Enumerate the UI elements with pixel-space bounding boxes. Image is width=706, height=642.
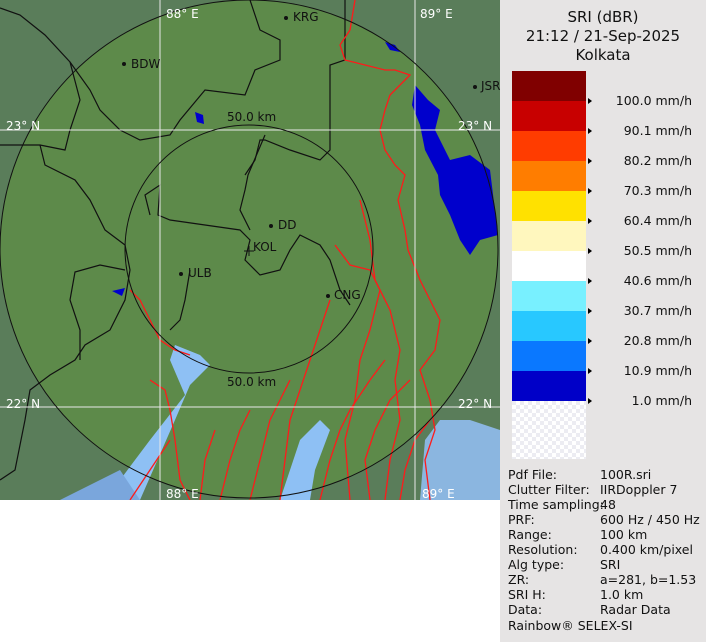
info-value: SRI [600,557,621,572]
lon-88-top-label: 88° E [166,7,199,21]
ring-label-top: 50.0 km [227,110,276,124]
info-value: 0.400 km/pixel [600,542,693,557]
legend-swatch [512,131,586,161]
legend-swatch [512,371,586,401]
info-key: PRF: [508,512,535,527]
city-jsr: JSR [480,79,500,93]
info-value: 100 km [600,527,648,542]
legend-swatch [512,71,586,101]
legend-swatch [512,191,586,221]
legend-label: 80.2 mm/h [623,153,692,168]
info-key: ZR: [508,572,530,587]
info-value: IIRDoppler 7 [600,482,678,497]
legend-swatch [512,251,586,281]
legend-swatch [512,101,586,131]
radar-map[interactable]: 88° E 89° E 88° E 89° E 23° N 23° N 22° … [0,0,500,500]
legend-tick-icon [588,398,592,404]
legend-label: 10.9 mm/h [623,363,692,378]
legend-label: 30.7 mm/h [623,303,692,318]
legend-tick-icon [588,338,592,344]
info-value: Radar Data [600,602,671,617]
legend-swatch [512,221,586,251]
city-bdw: BDW [131,57,160,71]
lat-lon-grid [0,0,500,500]
info-value: 100R.sri [600,467,652,482]
river-mouth [280,420,330,500]
info-value: 1.0 km [600,587,644,602]
legend-swatch [512,341,586,371]
legend-tick-icon [588,128,592,134]
legend-tick-icon [588,218,592,224]
info-key: Pdf File: [508,467,557,482]
rivers-coastline [129,0,441,500]
info-key: Clutter Filter: [508,482,590,497]
city-dd: DD [278,218,296,232]
lon-89-top-label: 89° E [420,7,453,21]
city-cng: CNG [334,288,361,302]
station-name: Kolkata [575,46,631,64]
range-ring-50km [124,124,374,374]
datetime: 21:12 / 21-Sep-2025 [525,27,681,45]
sea-east [420,420,500,500]
legend-label: 40.6 mm/h [623,273,692,288]
info-key: SRI H: [508,587,546,602]
lat-23-left-label: 23° N [6,119,40,133]
lat-22-right-label: 22° N [458,397,492,411]
legend-swatch [512,311,586,341]
info-value: a=281, b=1.53 [600,572,697,587]
info-key: Data: [508,602,543,617]
legend-tick-icon [588,98,592,104]
info-value: 48 [600,497,616,512]
footer-credit: Rainbow® SELEX-SI [508,618,633,633]
ring-label-bottom: 50.0 km [227,375,276,389]
lat-23-right-label: 23° N [458,119,492,133]
info-key: Range: [508,527,552,542]
legend-label: 60.4 mm/h [623,213,692,228]
legend-label: 50.5 mm/h [623,243,692,258]
legend-panel: SRI (dBR) 21:12 / 21-Sep-2025 Kolkata 10… [500,0,706,642]
legend-swatch [512,161,586,191]
info-key: Alg type: [508,557,565,572]
info-value: 600 Hz / 450 Hz [600,512,700,527]
legend-tick-icon [588,368,592,374]
product-title: SRI (dBR) [567,8,639,26]
city-krg: KRG [293,10,319,24]
range-ring-100km [0,0,499,499]
legend-swatch [512,281,586,311]
lon-88-bottom-label: 88° E [166,487,199,500]
sea-west [60,470,140,500]
legend-tick-icon [588,188,592,194]
city-kol: KOL [253,240,277,254]
legend-label: 1.0 mm/h [631,393,692,408]
legend-label: 90.1 mm/h [623,123,692,138]
legend-tick-icon [588,158,592,164]
legend-tick-icon [588,308,592,314]
lon-89-bottom-label: 89° E [422,487,455,500]
legend-tick-icon [588,278,592,284]
legend-label: 100.0 mm/h [615,93,692,108]
no-data-swatch [512,401,586,459]
legend-label: 70.3 mm/h [623,183,692,198]
district-borders [0,0,351,481]
legend-label: 20.8 mm/h [623,333,692,348]
rain-echoes [112,42,498,296]
info-key: Resolution: [508,542,578,557]
info-key: Time sampling: [508,497,604,512]
lat-22-left-label: 22° N [6,397,40,411]
city-ulb: ULB [188,266,212,280]
legend-tick-icon [588,248,592,254]
